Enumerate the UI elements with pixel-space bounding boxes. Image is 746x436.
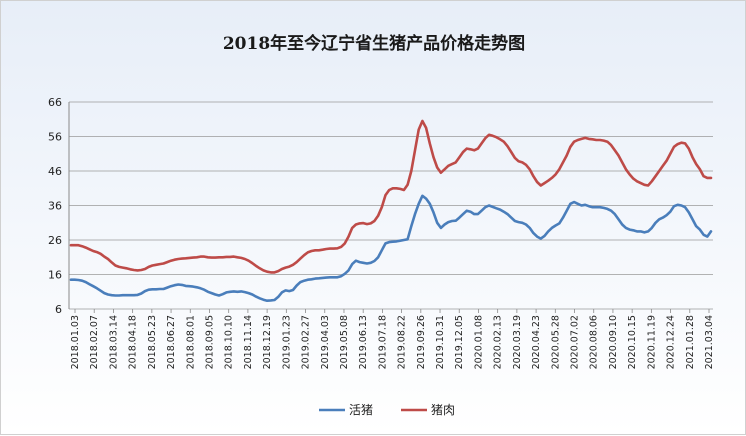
x-tick-label: 2018.04.18 bbox=[128, 315, 139, 369]
x-axis-ticks: 2018.01.03 2018.02.07 2018.03.14 2018.04.18… bbox=[70, 309, 715, 369]
x-tick-label: 2021.01.28 bbox=[685, 315, 696, 369]
y-tick-label: 56 bbox=[48, 131, 62, 144]
legend-label: 活猪 bbox=[349, 403, 373, 417]
y-tick-label: 16 bbox=[48, 269, 62, 282]
x-tick-label: 2018.11.14 bbox=[243, 315, 254, 369]
y-axis-ticks: 6 16 26 36 46 56 66 bbox=[48, 96, 62, 316]
legend: 活猪 猪肉 bbox=[319, 403, 455, 417]
x-tick-label: 2019.04.03 bbox=[320, 315, 331, 369]
x-tick-label: 2018.09.05 bbox=[204, 315, 215, 369]
x-tick-label: 2019.12.05 bbox=[454, 315, 465, 369]
x-tick-label: 2019.06.13 bbox=[358, 315, 369, 369]
x-tick-label: 2020.08.06 bbox=[589, 315, 600, 369]
x-tick-label: 2020.02.13 bbox=[493, 315, 504, 369]
x-tick-label: 2018.03.14 bbox=[108, 315, 119, 369]
series-lines bbox=[69, 119, 713, 303]
x-tick-label: 2018.06.27 bbox=[166, 315, 177, 369]
x-tick-label: 2020.05.28 bbox=[550, 315, 561, 369]
x-tick-label: 2018.08.01 bbox=[185, 315, 196, 369]
x-tick-label: 2019.08.22 bbox=[397, 315, 408, 369]
x-tick-label: 2019.09.26 bbox=[416, 315, 427, 369]
x-tick-label: 2018.05.23 bbox=[147, 315, 158, 369]
x-tick-label: 2019.05.08 bbox=[339, 315, 350, 369]
x-tick-label: 2020.03.19 bbox=[512, 315, 523, 369]
x-tick-label: 2018.12.19 bbox=[262, 315, 273, 369]
x-tick-label: 2020.10.15 bbox=[627, 315, 638, 369]
series-line-live-pig bbox=[69, 194, 713, 303]
x-tick-label: 2020.09.10 bbox=[608, 315, 619, 369]
y-tick-label: 66 bbox=[48, 96, 62, 109]
x-tick-label: 2020.04.23 bbox=[531, 315, 542, 369]
x-tick-label: 2019.10.31 bbox=[435, 315, 446, 369]
y-tick-label: 6 bbox=[55, 303, 62, 316]
x-tick-label: 2020.12.24 bbox=[666, 315, 677, 369]
x-tick-label: 2018.01.03 bbox=[70, 315, 81, 369]
y-tick-label: 46 bbox=[48, 165, 62, 178]
y-tick-label: 36 bbox=[48, 200, 62, 213]
x-tick-label: 2021.03.04 bbox=[704, 315, 715, 369]
gridlines bbox=[68, 101, 713, 310]
x-tick-label: 2020.07.02 bbox=[570, 315, 581, 369]
x-tick-label: 2018.10.10 bbox=[224, 315, 235, 369]
x-tick-label: 2020.11.19 bbox=[646, 315, 657, 369]
chart-title: 2018年至今辽宁省生猪产品价格走势图 bbox=[223, 33, 525, 54]
x-tick-label: 2019.07.18 bbox=[377, 315, 388, 369]
x-tick-label: 2019.01.23 bbox=[281, 315, 292, 369]
x-tick-label: 2020.01.08 bbox=[473, 315, 484, 369]
x-tick-label: 2019.02.27 bbox=[301, 315, 312, 369]
y-tick-label: 26 bbox=[48, 234, 62, 247]
legend-label: 猪肉 bbox=[431, 403, 455, 417]
x-tick-label: 2018.02.07 bbox=[89, 315, 100, 369]
series-line-pork bbox=[69, 119, 713, 274]
